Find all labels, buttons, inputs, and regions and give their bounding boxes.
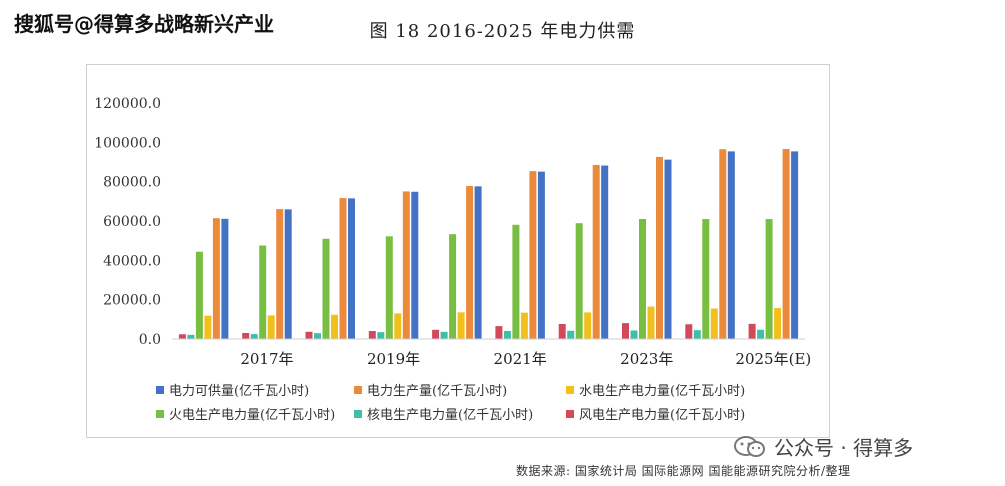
bar [411, 191, 419, 339]
bar [774, 307, 782, 339]
bars-layer [178, 149, 799, 339]
bar [782, 149, 790, 339]
bar [242, 332, 250, 339]
x-tick-label: 2021年 [494, 350, 547, 368]
bar [601, 165, 609, 339]
bar [284, 209, 292, 339]
bar [495, 326, 503, 339]
y-tick-label: 80000.0 [103, 175, 161, 191]
bar [791, 151, 799, 339]
bar [529, 171, 537, 339]
bar [719, 149, 727, 339]
bar [368, 331, 376, 339]
bar [647, 306, 655, 339]
bar [267, 315, 275, 339]
bar [503, 330, 511, 339]
legend-swatch [156, 410, 164, 418]
bar [575, 223, 583, 339]
bar [584, 312, 592, 339]
bar [314, 333, 321, 339]
bar [639, 218, 646, 339]
bar [432, 329, 440, 339]
bar [385, 236, 393, 339]
bar [622, 323, 629, 339]
bar [348, 198, 355, 339]
bar [449, 234, 457, 339]
bar [339, 198, 347, 339]
bar [727, 151, 735, 339]
y-tick-label: 120000.0 [94, 96, 161, 112]
bar [204, 315, 212, 339]
bar [656, 156, 663, 339]
bar [474, 186, 482, 339]
bar [276, 209, 284, 339]
bar [757, 329, 765, 339]
bar [331, 314, 338, 339]
bar [322, 238, 330, 339]
bar [630, 330, 638, 339]
bar [394, 313, 402, 339]
bar [702, 219, 710, 339]
legend: 电力可供量(亿千瓦小时) 电力生产量(亿千瓦小时) 水电生产电力量(亿千瓦小时) 火电… [156, 384, 745, 423]
bar [466, 186, 474, 339]
sohu-watermark: 搜狐号@得算多战略新兴产业 [14, 12, 274, 36]
legend-swatch [566, 410, 574, 418]
legend-swatch [156, 386, 164, 394]
y-axis-ticks: 0.0 20000.0 40000.0 60000.0 80000.0 100000.0 1… [94, 96, 161, 348]
bar [187, 334, 195, 339]
bar [221, 218, 229, 339]
bar [685, 324, 693, 339]
bar [592, 164, 600, 339]
bar [748, 323, 756, 339]
x-tick-label: 2017年 [240, 350, 293, 368]
y-tick-label: 100000.0 [94, 135, 161, 151]
bar [520, 312, 528, 339]
y-tick-label: 60000.0 [103, 214, 161, 230]
bar [558, 324, 566, 339]
bar [402, 191, 410, 339]
legend-swatch [354, 410, 362, 418]
figure-title: 图 18 2016-2025 年电力供需 [369, 21, 636, 42]
legend-label: 电力生产量(亿千瓦小时) [367, 384, 507, 399]
legend-label: 火电生产电力量(亿千瓦小时) [169, 408, 335, 423]
bar [377, 332, 385, 339]
bar [178, 334, 186, 339]
legend-swatch [354, 386, 362, 394]
y-tick-label: 40000.0 [103, 253, 161, 269]
legend-swatch [566, 386, 574, 394]
bar [457, 312, 465, 339]
data-source: 数据来源: 国家统计局 国际能源网 国能能源研究院分析/整理 [516, 464, 851, 478]
bar [664, 159, 672, 339]
wechat-watermark-text: 公众号 · 得算多 [774, 436, 914, 460]
bar [765, 219, 773, 339]
y-tick-label: 20000.0 [103, 293, 161, 309]
wechat-icon [734, 435, 766, 458]
bar [440, 331, 448, 339]
bar [195, 251, 203, 339]
legend-label: 风电生产电力量(亿千瓦小时) [579, 408, 745, 423]
bar [212, 218, 220, 339]
x-tick-label: 2019年 [367, 350, 420, 368]
legend-label: 水电生产电力量(亿千瓦小时) [579, 384, 745, 399]
legend-label: 电力可供量(亿千瓦小时) [169, 384, 309, 399]
wechat-watermark: 公众号 · 得算多 [734, 432, 913, 461]
bar [305, 331, 313, 339]
x-tick-label: 2023年 [620, 350, 673, 368]
bar [250, 334, 258, 339]
bar [567, 330, 575, 339]
bar [693, 330, 701, 339]
bar [259, 245, 267, 339]
x-tick-label: 2025年(E) [735, 350, 811, 368]
y-tick-label: 0.0 [139, 332, 161, 348]
bar [537, 171, 545, 339]
legend-label: 核电生产电力量(亿千瓦小时) [367, 408, 533, 423]
bar [710, 308, 718, 339]
x-axis-ticks: 2017年 2019年 2021年 2023年 2025年(E) [240, 350, 811, 368]
bar [512, 224, 520, 339]
